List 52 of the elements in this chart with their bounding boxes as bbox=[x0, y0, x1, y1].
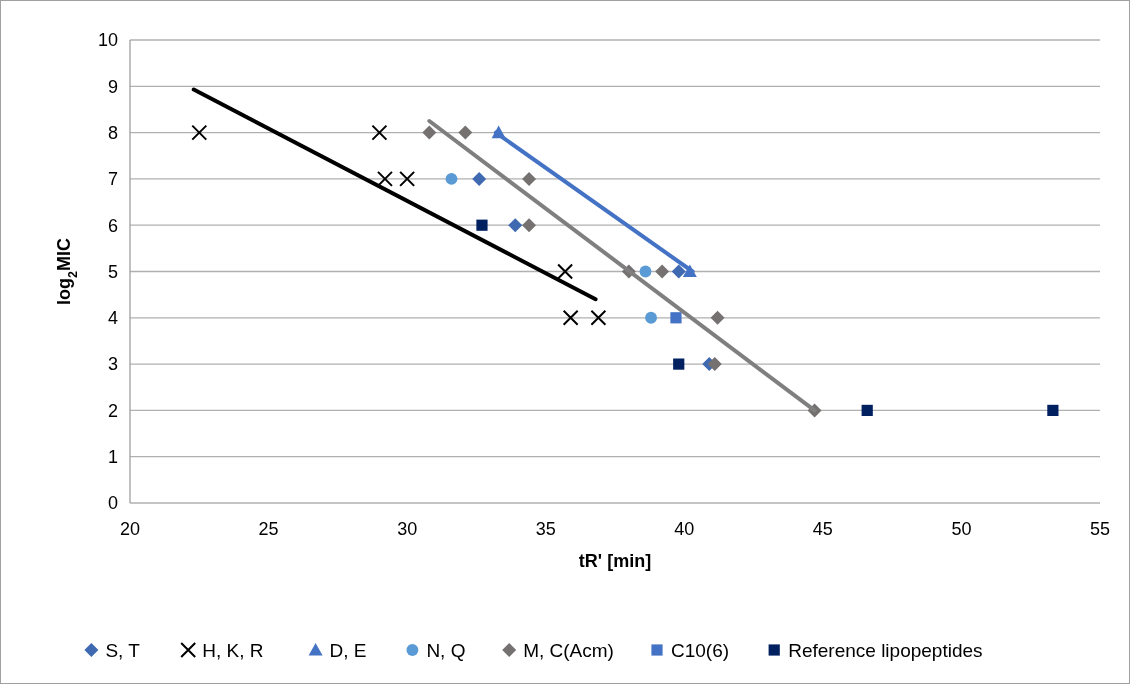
x-tick-label: 50 bbox=[951, 519, 972, 539]
y-tick-label: 2 bbox=[107, 400, 118, 421]
x-tick-label: 30 bbox=[397, 519, 418, 539]
y-tick-label: 0 bbox=[107, 493, 118, 514]
point bbox=[670, 312, 682, 324]
legend-label: M, C(Acm) bbox=[523, 639, 614, 661]
point bbox=[371, 124, 388, 141]
y-tick-label: 9 bbox=[107, 76, 118, 97]
point bbox=[710, 310, 725, 325]
legend-label: D, E bbox=[329, 639, 367, 661]
point bbox=[445, 172, 458, 185]
point bbox=[508, 218, 523, 233]
point bbox=[422, 125, 437, 140]
point bbox=[673, 358, 685, 370]
x-tick-label: 25 bbox=[258, 519, 279, 539]
legend-label: N, Q bbox=[426, 639, 466, 661]
point bbox=[707, 357, 722, 372]
point bbox=[671, 264, 686, 279]
y-tick-label: 6 bbox=[107, 215, 118, 236]
point bbox=[476, 219, 488, 231]
y-tick-label: 1 bbox=[107, 447, 118, 467]
point bbox=[861, 404, 873, 416]
x-tick-label: 35 bbox=[535, 519, 556, 539]
y-tick-label: 5 bbox=[107, 261, 118, 282]
point bbox=[458, 125, 473, 140]
y-tick-label: 4 bbox=[107, 308, 118, 329]
legend-label: S, T bbox=[105, 639, 141, 661]
x-tick-label: 40 bbox=[674, 519, 695, 539]
y-tick-label: 7 bbox=[107, 169, 118, 190]
point bbox=[376, 170, 393, 187]
y-tick-label: 3 bbox=[107, 354, 118, 375]
point bbox=[645, 311, 657, 324]
legend-label: C10(6) bbox=[671, 639, 730, 661]
x-tick-label: 20 bbox=[119, 519, 141, 539]
point bbox=[191, 124, 208, 141]
point bbox=[562, 309, 579, 326]
point bbox=[557, 263, 574, 280]
x-tick-label: 45 bbox=[812, 519, 833, 539]
x-axis-title: tR' [min] bbox=[578, 551, 652, 571]
point bbox=[472, 171, 487, 186]
point bbox=[522, 171, 537, 186]
point bbox=[655, 264, 670, 279]
point bbox=[522, 218, 537, 233]
point bbox=[590, 309, 607, 326]
point bbox=[639, 265, 652, 278]
point bbox=[399, 170, 416, 187]
y-tick-label: 8 bbox=[107, 122, 118, 143]
point bbox=[1047, 404, 1059, 416]
legend-label: H, K, R bbox=[202, 639, 264, 661]
y-tick-label: 10 bbox=[97, 30, 118, 51]
legend-label: Reference lipopeptides bbox=[788, 639, 983, 661]
x-tick-label: 55 bbox=[1089, 519, 1111, 539]
